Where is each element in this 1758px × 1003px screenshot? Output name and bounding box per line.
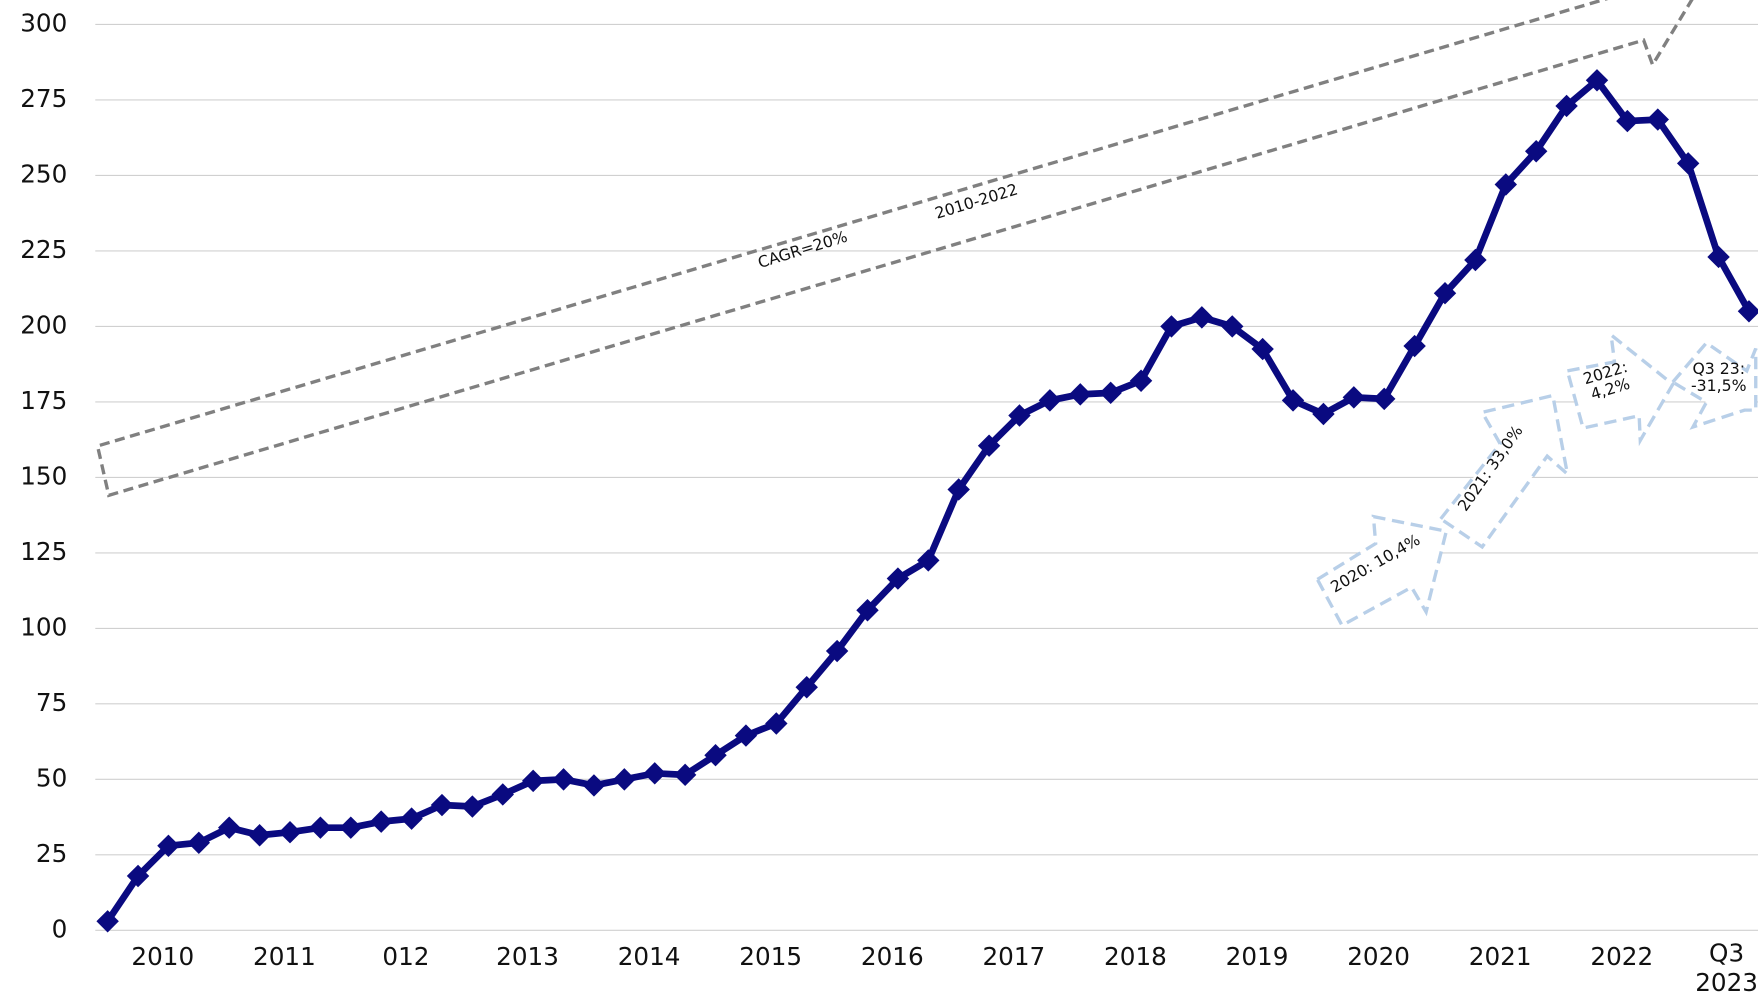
x-tick-label-box: 2014: [617, 943, 681, 972]
x-tick-label: 2022: [1590, 943, 1654, 972]
marker: [643, 762, 666, 785]
marker: [126, 864, 150, 888]
x-tick-label-box: 2016: [860, 943, 924, 972]
y-tick-label: 300: [20, 8, 67, 37]
marker: [1190, 306, 1214, 329]
marker: [1312, 402, 1335, 426]
marker: [673, 763, 697, 787]
marker: [1373, 387, 1396, 411]
y-tick-label: 275: [20, 84, 67, 113]
marker: [1707, 245, 1730, 269]
marker: [886, 567, 910, 590]
marker: [582, 774, 606, 797]
marker: [1160, 315, 1183, 338]
x-tick-label-box: 2019: [1225, 943, 1289, 972]
x-tick-label-box: 012: [382, 943, 430, 972]
x-tick-label: 2014: [617, 943, 681, 972]
x-tick-label-box: 2015: [739, 943, 803, 972]
x-tick-label: 2010: [131, 943, 195, 972]
marker: [734, 724, 758, 747]
cagr-arrow: [95, 0, 1694, 498]
marker: [430, 793, 454, 817]
x-tick-label: 2013: [496, 943, 559, 972]
x-tick-label: 2016: [860, 943, 924, 972]
annotation-box: Q3 23: -31,5%: [1690, 361, 1747, 396]
x-tick-label-box: 2022: [1590, 943, 1654, 972]
marker: [157, 834, 180, 858]
marker: [1099, 381, 1122, 405]
marker: [977, 434, 1001, 457]
x-tick-label-box: 2011: [252, 943, 316, 972]
y-tick-label: 175: [20, 386, 67, 415]
marker: [613, 768, 636, 791]
growth-arrows: [1315, 331, 1758, 628]
x-tick-label-box: 2010: [131, 943, 195, 972]
marker: [1494, 173, 1518, 196]
marker: [1342, 386, 1366, 409]
marker: [218, 816, 241, 839]
marker: [521, 769, 545, 793]
marker: [1038, 389, 1062, 412]
marker: [248, 824, 271, 847]
y-tick-label: 250: [20, 159, 67, 188]
y-tick-label: 75: [36, 688, 67, 717]
x-tick-label: 2011: [252, 943, 316, 972]
marker: [917, 549, 940, 572]
y-tick-label: 50: [36, 763, 67, 792]
marker: [1069, 383, 1092, 406]
x-tick-label: 012: [382, 943, 430, 972]
y-tick-label: 150: [20, 461, 67, 490]
marker: [1555, 94, 1578, 118]
marker: [1737, 300, 1758, 323]
x-tick-label-box: 2017: [982, 943, 1046, 972]
marker: [278, 820, 302, 844]
y-tick-label: 125: [20, 537, 67, 566]
y-tick-label: 200: [20, 310, 67, 339]
y-tick-label: 225: [20, 235, 67, 264]
marker: [339, 816, 363, 839]
marker: [187, 831, 211, 854]
y-tick-label: 25: [36, 839, 67, 868]
marker: [1524, 140, 1548, 163]
x-tick-label: 2017: [982, 943, 1046, 972]
x-tick-label: 2018: [1104, 943, 1167, 972]
x-tick-label: Q3 2023: [1695, 940, 1758, 998]
marker: [461, 795, 484, 818]
x-tick-label-box: 2020: [1347, 943, 1410, 972]
y-tick-label: 100: [20, 612, 67, 641]
marker: [400, 807, 423, 830]
x-tick-label: 2015: [739, 943, 803, 972]
x-tick-label-box: Q3 2023: [1695, 940, 1758, 998]
marker: [369, 810, 393, 833]
marker: [491, 783, 514, 806]
x-tick-label: 2020: [1347, 943, 1410, 972]
x-tick-label: 2019: [1225, 943, 1289, 972]
y-tick-label: 0: [52, 914, 68, 943]
marker: [309, 816, 332, 839]
x-tick-label-box: 2018: [1104, 943, 1167, 972]
marker: [1464, 248, 1487, 272]
x-tick-label-box: 2013: [496, 943, 559, 972]
x-tick-label-box: 2021: [1468, 943, 1532, 972]
annotation: Q3 23: -31,5%: [1690, 361, 1747, 396]
x-tick-label: 2021: [1468, 943, 1532, 972]
marker: [552, 768, 575, 791]
marker: [1008, 404, 1031, 427]
